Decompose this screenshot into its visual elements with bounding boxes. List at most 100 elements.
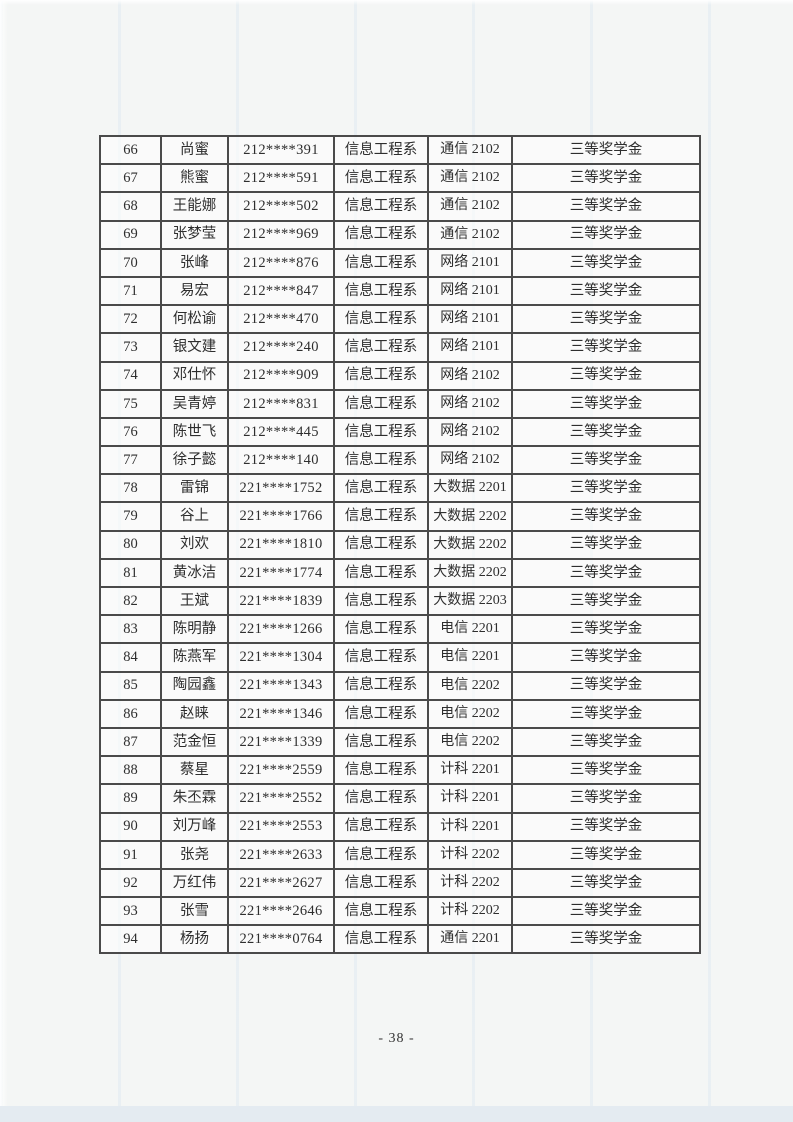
cell-student-id: 221****2559 bbox=[227, 755, 335, 786]
cell-class: 网络 2101 bbox=[427, 304, 513, 335]
table-row: 86 赵睐 221****1346 信息工程系 电信 2202 三等奖学金 bbox=[99, 698, 701, 729]
cell-award: 三等奖学金 bbox=[511, 529, 701, 560]
cell-student-name: 吴青婷 bbox=[160, 388, 229, 419]
cell-student-name: 王斌 bbox=[160, 585, 229, 617]
cell-award: 三等奖学金 bbox=[511, 163, 701, 194]
cell-department: 信息工程系 bbox=[333, 755, 429, 786]
cell-student-id: 212****591 bbox=[227, 163, 335, 194]
cell-department: 信息工程系 bbox=[333, 360, 429, 391]
cell-row-number: 75 bbox=[99, 388, 162, 419]
cell-class: 大数据 2202 bbox=[427, 529, 513, 560]
cell-student-id: 212****969 bbox=[227, 219, 335, 250]
cell-student-id: 221****2627 bbox=[227, 867, 335, 899]
cell-department: 信息工程系 bbox=[333, 924, 429, 955]
table-row: 67 熊蜜 212****591 信息工程系 通信 2102 三等奖学金 bbox=[99, 163, 701, 194]
cell-department: 信息工程系 bbox=[333, 585, 429, 617]
cell-row-number: 94 bbox=[99, 924, 162, 955]
cell-row-number: 80 bbox=[99, 529, 162, 560]
cell-student-id: 221****1839 bbox=[227, 585, 335, 617]
cell-class: 大数据 2202 bbox=[427, 501, 513, 532]
cell-student-name: 易宏 bbox=[160, 275, 229, 307]
cell-student-id: 221****1346 bbox=[227, 698, 335, 729]
cell-student-id: 212****391 bbox=[227, 134, 335, 166]
cell-student-name: 陈世飞 bbox=[160, 416, 229, 448]
table-row: 83 陈明静 221****1266 信息工程系 电信 2201 三等奖学金 bbox=[99, 614, 701, 645]
cell-award: 三等奖学金 bbox=[511, 360, 701, 391]
cell-student-id: 221****1752 bbox=[227, 473, 335, 504]
cell-student-name: 邓仕怀 bbox=[160, 360, 229, 391]
page-number: - 38 - bbox=[378, 1031, 415, 1046]
cell-row-number: 92 bbox=[99, 867, 162, 899]
cell-row-number: 73 bbox=[99, 332, 162, 363]
cell-row-number: 77 bbox=[99, 445, 162, 476]
cell-student-name: 蔡星 bbox=[160, 755, 229, 786]
cell-class: 计科 2201 bbox=[427, 811, 513, 842]
cell-award: 三等奖学金 bbox=[511, 783, 701, 814]
cell-student-name: 杨扬 bbox=[160, 924, 229, 955]
cell-row-number: 66 bbox=[99, 134, 162, 166]
cell-row-number: 89 bbox=[99, 783, 162, 814]
cell-row-number: 79 bbox=[99, 501, 162, 532]
cell-student-id: 212****140 bbox=[227, 445, 335, 476]
cell-department: 信息工程系 bbox=[333, 783, 429, 814]
cell-class: 电信 2202 bbox=[427, 698, 513, 729]
cell-department: 信息工程系 bbox=[333, 839, 429, 870]
cell-student-id: 212****445 bbox=[227, 416, 335, 448]
cell-student-id: 221****2646 bbox=[227, 896, 335, 927]
cell-row-number: 82 bbox=[99, 585, 162, 617]
cell-department: 信息工程系 bbox=[333, 388, 429, 419]
cell-student-name: 张峰 bbox=[160, 247, 229, 278]
cell-student-name: 王能娜 bbox=[160, 191, 229, 222]
cell-award: 三等奖学金 bbox=[511, 473, 701, 504]
cell-award: 三等奖学金 bbox=[511, 388, 701, 419]
cell-award: 三等奖学金 bbox=[511, 501, 701, 532]
cell-student-name: 陈明静 bbox=[160, 614, 229, 645]
cell-department: 信息工程系 bbox=[333, 557, 429, 589]
cell-student-id: 221****0764 bbox=[227, 924, 335, 955]
cell-student-name: 银文建 bbox=[160, 332, 229, 363]
cell-student-name: 尚蜜 bbox=[160, 134, 229, 166]
cell-department: 信息工程系 bbox=[333, 698, 429, 729]
cell-class: 大数据 2202 bbox=[427, 557, 513, 589]
table-row: 79 谷上 221****1766 信息工程系 大数据 2202 三等奖学金 bbox=[99, 501, 701, 532]
cell-department: 信息工程系 bbox=[333, 332, 429, 363]
cell-student-name: 张尧 bbox=[160, 839, 229, 870]
cell-row-number: 88 bbox=[99, 755, 162, 786]
cell-award: 三等奖学金 bbox=[511, 191, 701, 222]
cell-department: 信息工程系 bbox=[333, 163, 429, 194]
table-row: 68 王能娜 212****502 信息工程系 通信 2102 三等奖学金 bbox=[99, 191, 701, 222]
table-row: 87 范金恒 221****1339 信息工程系 电信 2202 三等奖学金 bbox=[99, 726, 701, 758]
cell-student-id: 221****2552 bbox=[227, 783, 335, 814]
cell-student-name: 赵睐 bbox=[160, 698, 229, 729]
cell-department: 信息工程系 bbox=[333, 416, 429, 448]
cell-award: 三等奖学金 bbox=[511, 755, 701, 786]
cell-student-id: 212****847 bbox=[227, 275, 335, 307]
table-row: 80 刘欢 221****1810 信息工程系 大数据 2202 三等奖学金 bbox=[99, 529, 701, 560]
table-row: 93 张雪 221****2646 信息工程系 计科 2202 三等奖学金 bbox=[99, 896, 701, 927]
cell-award: 三等奖学金 bbox=[511, 219, 701, 250]
cell-student-name: 陈燕军 bbox=[160, 642, 229, 673]
cell-award: 三等奖学金 bbox=[511, 811, 701, 842]
cell-class: 电信 2201 bbox=[427, 642, 513, 673]
cell-department: 信息工程系 bbox=[333, 642, 429, 673]
cell-class: 计科 2202 bbox=[427, 896, 513, 927]
table-row: 84 陈燕军 221****1304 信息工程系 电信 2201 三等奖学金 bbox=[99, 642, 701, 673]
cell-student-id: 221****1343 bbox=[227, 670, 335, 701]
cell-award: 三等奖学金 bbox=[511, 332, 701, 363]
cell-student-id: 221****2553 bbox=[227, 811, 335, 842]
cell-row-number: 87 bbox=[99, 726, 162, 758]
cell-department: 信息工程系 bbox=[333, 304, 429, 335]
cell-row-number: 70 bbox=[99, 247, 162, 278]
cell-award: 三等奖学金 bbox=[511, 557, 701, 589]
cell-student-name: 张梦莹 bbox=[160, 219, 229, 250]
table-row: 69 张梦莹 212****969 信息工程系 通信 2102 三等奖学金 bbox=[99, 219, 701, 250]
cell-department: 信息工程系 bbox=[333, 134, 429, 166]
table-row: 92 万红伟 221****2627 信息工程系 计科 2202 三等奖学金 bbox=[99, 867, 701, 899]
table-row: 85 陶园鑫 221****1343 信息工程系 电信 2202 三等奖学金 bbox=[99, 670, 701, 701]
cell-student-id: 221****1810 bbox=[227, 529, 335, 560]
table-row: 72 何松谕 212****470 信息工程系 网络 2101 三等奖学金 bbox=[99, 304, 701, 335]
cell-class: 网络 2102 bbox=[427, 416, 513, 448]
cell-student-id: 212****240 bbox=[227, 332, 335, 363]
cell-department: 信息工程系 bbox=[333, 896, 429, 927]
